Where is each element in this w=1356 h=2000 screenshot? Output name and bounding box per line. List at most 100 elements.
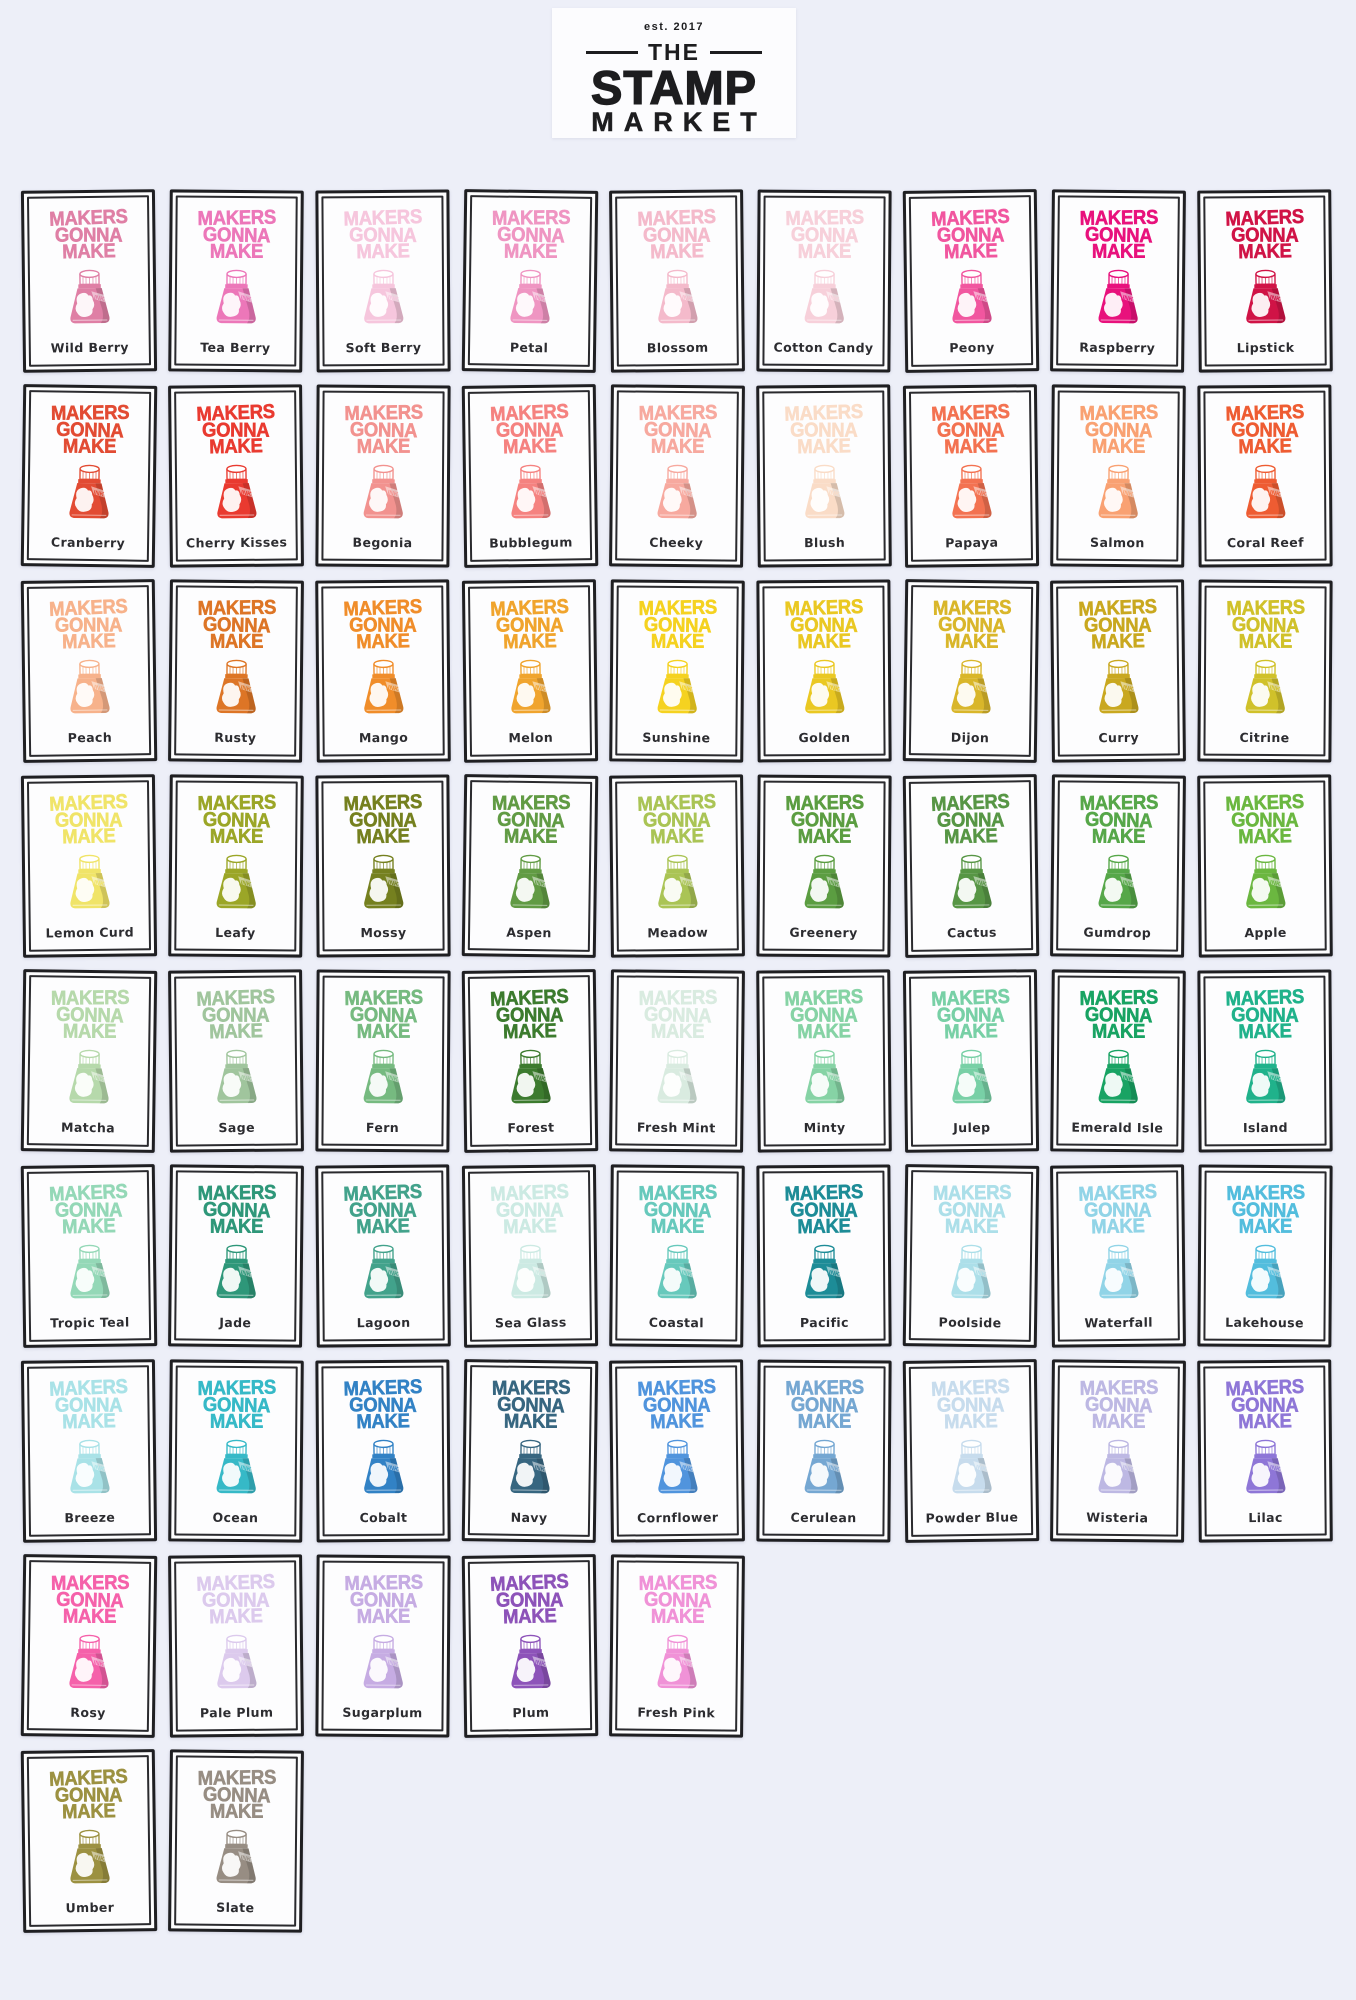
makers-gonna-make-stamp: MAKERS GONNA MAKE: [48, 789, 128, 848]
stamp-line-3: MAKE: [1237, 1408, 1292, 1433]
stamp-line-3: MAKE: [209, 1799, 263, 1823]
ink-bottle-icon: INK: [1098, 1244, 1138, 1298]
stamp-line-3: MAKE: [650, 434, 704, 458]
ink-bottle-icon: INK: [510, 464, 551, 519]
makers-gonna-make-stamp: MAKERS GONNA MAKE: [1225, 984, 1305, 1043]
swatch-card-inner-frame: MAKERS GONNA MAKE INK: [762, 1365, 886, 1537]
makers-gonna-make-stamp: MAKERS GONNA MAKE: [1078, 594, 1158, 653]
ink-bottle-icon: INK: [509, 854, 550, 909]
swatch-label: Blush: [803, 534, 846, 551]
swatch-card: MAKERS GONNA MAKE INK: [20, 189, 158, 373]
makers-gonna-make-stamp: MAKERS GONNA MAKE: [1225, 204, 1305, 263]
ink-bottle-label: INK: [1121, 1464, 1134, 1473]
swatch-label: Cactus: [946, 924, 997, 941]
stamp-line-3: MAKE: [797, 239, 851, 263]
swatch-label: Breeze: [64, 1509, 116, 1526]
ink-bottle-label: INK: [1269, 1464, 1281, 1473]
swatch-card: MAKERS GONNA MAKE INK: [902, 189, 1040, 373]
swatch-card-inner-frame: MAKERS GONNA MAKE INK: [174, 195, 298, 367]
stamp-line-3: MAKE: [943, 433, 998, 458]
stamp-line-3: MAKE: [944, 629, 999, 653]
ink-bottle-label: INK: [387, 294, 399, 303]
swatch-label: Bubblegum: [489, 534, 573, 551]
ink-bottle-icon: INK: [510, 1244, 551, 1298]
stamp-line-3: MAKE: [61, 1408, 116, 1433]
stamp-line-3: MAKE: [1238, 1214, 1292, 1238]
swatch-label: Dijon: [950, 729, 990, 746]
swatch-card-inner-frame: MAKERS GONNA MAKE INK: [321, 1170, 445, 1342]
swatch-card-inner-frame: MAKERS GONNA MAKE INK: [174, 780, 298, 952]
swatch-card-inner-frame: MAKERS GONNA MAKE INK: [467, 195, 593, 367]
logo-stamp-text: STAMP: [590, 61, 757, 114]
swatch-card: MAKERS GONNA MAKE INK: [609, 969, 745, 1153]
stamp-line-3: MAKE: [209, 824, 263, 848]
swatch-label: Rosy: [70, 1704, 106, 1721]
ink-bottle-icon: INK: [510, 1049, 551, 1104]
swatch-card-inner-frame: MAKERS GONNA MAKE INK: [762, 780, 886, 952]
swatch-card: MAKERS GONNA MAKE INK: [756, 969, 892, 1153]
swatch-label: Curry: [1098, 729, 1140, 746]
ink-bottle-icon: INK: [951, 1439, 992, 1494]
ink-bottle-icon: INK: [509, 1439, 550, 1494]
ink-bottle-icon: INK: [509, 269, 550, 324]
makers-gonna-make-stamp: MAKERS GONNA MAKE: [930, 1374, 1010, 1433]
swatch-label: Powder Blue: [925, 1509, 1019, 1526]
swatch-card-inner-frame: MAKERS GONNA MAKE INK: [26, 1560, 152, 1732]
makers-gonna-make-stamp: MAKERS GONNA MAKE: [638, 1570, 717, 1627]
swatch-label: Coral Reef: [1226, 534, 1305, 551]
swatch-card-inner-frame: MAKERS GONNA MAKE INK: [908, 975, 1034, 1147]
swatch-card: MAKERS GONNA MAKE INK: [168, 1359, 304, 1543]
ink-bottle-label: INK: [1121, 879, 1134, 888]
stamp-line-3: MAKE: [62, 1019, 117, 1043]
makers-gonna-make-stamp: MAKERS GONNA MAKE: [785, 1375, 864, 1433]
stamp-line-3: MAKE: [355, 1408, 410, 1433]
stamp-line-3: MAKE: [797, 824, 851, 848]
makers-gonna-make-stamp: MAKERS GONNA MAKE: [344, 985, 423, 1043]
makers-gonna-make-stamp: MAKERS GONNA MAKE: [637, 1374, 717, 1433]
makers-gonna-make-stamp: MAKERS GONNA MAKE: [344, 400, 423, 458]
swatch-card-inner-frame: MAKERS GONNA MAKE INK: [26, 1170, 152, 1342]
swatch-card: MAKERS GONNA MAKE INK: [461, 579, 599, 763]
ink-bottle-label: INK: [681, 1464, 693, 1473]
makers-gonna-make-stamp: MAKERS GONNA MAKE: [343, 594, 423, 653]
swatch-card: MAKERS GONNA MAKE INK: [168, 1749, 304, 1933]
swatch-card-inner-frame: MAKERS GONNA MAKE INK: [321, 1365, 445, 1537]
ink-bottle-label: INK: [827, 1464, 840, 1473]
swatch-card: MAKERS GONNA MAKE INK: [315, 579, 451, 763]
swatch-card-inner-frame: MAKERS GONNA MAKE INK: [26, 1755, 152, 1927]
ink-bottle-label: INK: [1268, 1269, 1281, 1278]
swatch-card: MAKERS GONNA MAKE INK: [756, 579, 892, 763]
swatch-card-inner-frame: MAKERS GONNA MAKE INK: [615, 585, 739, 757]
swatch-grid: MAKERS GONNA MAKE INK: [20, 189, 1342, 1945]
stamp-market-logo: est. 2017 THE STAMP MARKET: [552, 8, 796, 138]
ink-bottle-label: INK: [680, 1074, 693, 1083]
swatch-label: Salmon: [1090, 534, 1145, 551]
swatch-card: MAKERS GONNA MAKE INK: [1197, 384, 1333, 568]
stamp-line-3: MAKE: [356, 434, 410, 458]
ink-bottle-icon: INK: [68, 1634, 109, 1689]
swatch-card-inner-frame: MAKERS GONNA MAKE INK: [174, 1560, 298, 1732]
swatch-label: Matcha: [60, 1119, 116, 1136]
stamp-line-3: MAKE: [502, 1018, 557, 1044]
stamp-line-3: MAKE: [943, 823, 998, 849]
stamp-line-3: MAKE: [61, 238, 116, 263]
ink-bottle-icon: INK: [804, 269, 844, 323]
swatch-card-inner-frame: MAKERS GONNA MAKE INK: [1056, 195, 1180, 367]
swatch-label: Fern: [365, 1119, 400, 1136]
ink-bottle-icon: INK: [804, 1439, 844, 1493]
stamp-line-3: MAKE: [1237, 1018, 1292, 1043]
swatch-label: Wild Berry: [50, 339, 129, 356]
stamp-line-3: MAKE: [1237, 433, 1292, 458]
ink-bottle-icon: INK: [69, 1439, 110, 1493]
makers-gonna-make-stamp: MAKERS GONNA MAKE: [638, 595, 717, 653]
swatch-card: MAKERS GONNA MAKE INK: [168, 579, 304, 763]
ink-bottle-label: INK: [974, 1269, 987, 1278]
stamp-line-3: MAKE: [356, 1604, 410, 1628]
stamp-line-3: MAKE: [503, 239, 558, 263]
swatch-card: MAKERS GONNA MAKE INK: [20, 1164, 158, 1348]
makers-gonna-make-stamp: MAKERS GONNA MAKE: [489, 594, 569, 653]
ink-bottle-label: INK: [387, 1269, 399, 1278]
logo-the-text: THE: [648, 39, 700, 65]
swatch-card-inner-frame: MAKERS GONNA MAKE INK: [615, 975, 739, 1147]
ink-bottle-icon: INK: [950, 1244, 991, 1299]
